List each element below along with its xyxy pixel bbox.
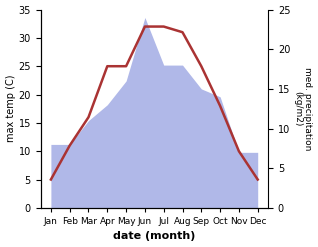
Y-axis label: med. precipitation
(kg/m2): med. precipitation (kg/m2) bbox=[293, 67, 313, 150]
X-axis label: date (month): date (month) bbox=[113, 231, 196, 242]
Y-axis label: max temp (C): max temp (C) bbox=[5, 75, 16, 143]
